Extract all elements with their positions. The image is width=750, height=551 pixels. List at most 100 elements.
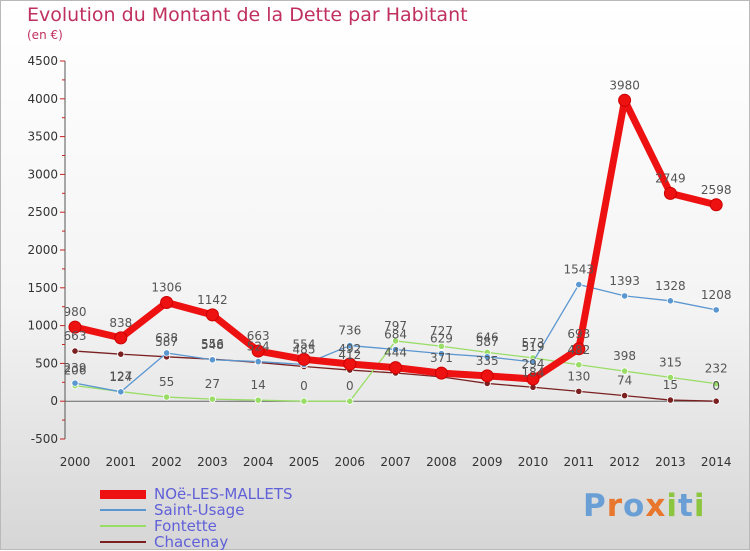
data-label-1: 124 xyxy=(109,370,132,384)
series-point-1 xyxy=(163,349,171,357)
data-label-3: 15 xyxy=(663,378,678,392)
data-label-0: 3980 xyxy=(609,78,640,92)
series-point-2 xyxy=(208,395,216,403)
proxiti-logo: Proxiti xyxy=(583,488,705,524)
chart-subtitle: (en €) xyxy=(27,28,63,42)
series-point-1 xyxy=(666,297,675,305)
data-label-2: 14 xyxy=(251,378,266,392)
legend-item: Saint-Usage xyxy=(100,502,293,518)
x-tick-label: 2012 xyxy=(609,455,640,469)
series-point-0 xyxy=(572,342,586,356)
data-label-1: 1543 xyxy=(564,263,595,277)
series-point-0 xyxy=(251,344,265,358)
legend-label: Chacenay xyxy=(154,533,229,551)
series-point-2 xyxy=(437,342,445,350)
data-label-2: 646 xyxy=(476,330,499,344)
y-tick-label: 4500 xyxy=(27,54,58,68)
data-label-0: 444 xyxy=(384,346,407,360)
y-tick-label: 2500 xyxy=(27,205,58,219)
data-label-2: 0 xyxy=(346,379,354,393)
series-point-3 xyxy=(575,387,583,395)
series-point-0 xyxy=(160,295,174,309)
x-tick-label: 2014 xyxy=(701,455,732,469)
legend-label: Fontette xyxy=(154,517,217,535)
data-label-1: 548 xyxy=(201,338,224,352)
data-label-0: 693 xyxy=(567,327,590,341)
x-tick-label: 2008 xyxy=(426,455,457,469)
logo-letter: o xyxy=(623,488,646,524)
legend-item: Chacenay xyxy=(100,534,293,550)
series-point-1 xyxy=(620,292,629,300)
series-point-0 xyxy=(68,320,82,334)
series-point-1 xyxy=(208,356,216,364)
data-label-3: 412 xyxy=(338,348,361,362)
logo-letter: r xyxy=(606,488,624,524)
data-label-0: 492 xyxy=(338,342,361,356)
legend-label: NOë-LES-MALLETS xyxy=(154,485,293,503)
data-label-2: 727 xyxy=(430,324,453,338)
logo-letter: i xyxy=(693,488,706,524)
y-tick-label: 3000 xyxy=(27,167,58,181)
series-point-1 xyxy=(391,345,400,354)
legend-item: Fontette xyxy=(100,518,293,534)
data-label-1: 736 xyxy=(338,324,361,338)
data-label-0: 663 xyxy=(247,329,270,343)
data-label-2: 573 xyxy=(522,336,545,350)
data-label-2: 127 xyxy=(109,370,132,384)
data-label-3: 0 xyxy=(712,379,720,393)
x-tick-label: 2001 xyxy=(106,455,137,469)
data-label-3: 130 xyxy=(567,369,590,383)
series-point-0 xyxy=(205,308,219,322)
series-point-1 xyxy=(712,306,720,314)
data-label-3: 587 xyxy=(155,335,178,349)
series-point-0 xyxy=(618,93,632,107)
series-point-1 xyxy=(437,350,445,358)
data-label-0: 980 xyxy=(64,305,87,319)
series-point-3 xyxy=(117,350,125,358)
data-label-2: 0 xyxy=(300,379,308,393)
x-tick-label: 2013 xyxy=(655,455,686,469)
series-point-0 xyxy=(480,369,494,383)
x-tick-label: 2007 xyxy=(380,455,411,469)
data-label-0: 838 xyxy=(109,316,132,330)
y-tick-label: 500 xyxy=(35,356,58,370)
series-point-1 xyxy=(483,353,491,361)
data-label-1: 524 xyxy=(247,340,270,354)
x-tick-label: 2000 xyxy=(60,455,91,469)
logo-letter: x xyxy=(645,488,667,524)
x-tick-label: 2011 xyxy=(564,455,595,469)
y-tick-label: 1000 xyxy=(27,319,58,333)
series-point-2 xyxy=(163,393,171,401)
legend-label: Saint-Usage xyxy=(154,501,245,519)
series-point-2 xyxy=(300,397,308,405)
data-label-1: 1208 xyxy=(701,288,732,302)
data-label-2: 482 xyxy=(567,343,590,357)
logo-letter: i xyxy=(666,488,678,524)
y-tick-label: 0 xyxy=(50,394,58,408)
logo-letter: t xyxy=(677,488,694,524)
data-label-1: 684 xyxy=(384,327,407,341)
data-label-2: 206 xyxy=(64,364,87,378)
data-label-0: 335 xyxy=(476,354,499,368)
logo-letter: P xyxy=(583,488,607,524)
data-label-3: 74 xyxy=(617,374,632,388)
series-point-3 xyxy=(620,392,629,400)
data-label-0: 1142 xyxy=(197,293,228,307)
series-point-1 xyxy=(254,357,262,366)
data-label-1: 629 xyxy=(430,332,453,346)
data-label-1: 485 xyxy=(293,343,316,357)
data-label-3: 184 xyxy=(522,365,545,379)
data-label-2: 797 xyxy=(384,319,407,333)
series-point-3 xyxy=(71,347,79,355)
series-point-2 xyxy=(712,380,720,388)
data-label-3: 663 xyxy=(64,329,87,343)
series-point-0 xyxy=(526,372,540,386)
data-label-0: 371 xyxy=(430,351,453,365)
y-tick-label: -500 xyxy=(31,432,58,446)
series-point-1 xyxy=(117,388,125,396)
data-label-0: 1306 xyxy=(151,280,182,294)
data-label-1: 587 xyxy=(476,335,499,349)
data-label-1: 638 xyxy=(155,331,178,345)
